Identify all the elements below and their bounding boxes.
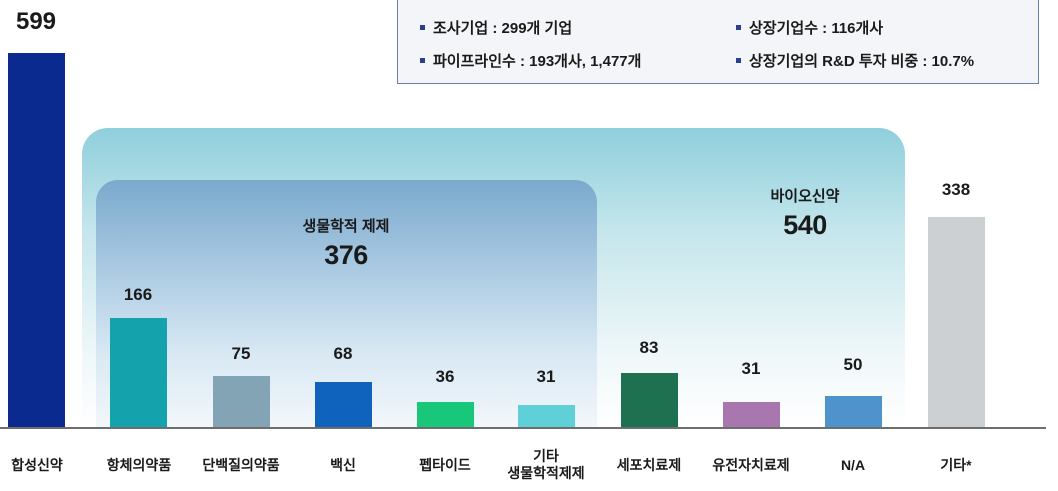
bio-drug-group-name: 바이오신약 bbox=[770, 188, 840, 205]
x-axis-line bbox=[0, 427, 1046, 429]
bar-antibody bbox=[110, 318, 167, 427]
bio-drug-group-label: 바이오신약 540 bbox=[745, 185, 865, 241]
bar-value: 75 bbox=[231, 344, 251, 363]
summary-info-box: 조사기업 : 299개 기업 상장기업수 : 116개사 파이프라인수 : 19… bbox=[397, 0, 1039, 84]
bullet-icon bbox=[420, 57, 425, 63]
biologics-group-name: 생물학적 제제 bbox=[302, 218, 390, 235]
bar-value: 599 bbox=[15, 8, 57, 35]
category-label: 세포치료제 bbox=[616, 457, 682, 473]
category-label: 백신 bbox=[330, 457, 356, 473]
category-label: 기타 생물학적제제 bbox=[507, 448, 585, 481]
category-label: N/A bbox=[840, 457, 866, 473]
info-item-rnd: 상장기업의 R&D 투자 비중 : 10.7% bbox=[736, 50, 974, 71]
bar-vaccine bbox=[315, 382, 372, 427]
category-label: 합성신약 bbox=[11, 457, 63, 473]
biologics-group-label: 생물학적 제제 376 bbox=[276, 215, 416, 271]
category-label: 항체의약품 bbox=[106, 457, 172, 473]
bar-value: 338 bbox=[941, 180, 971, 199]
bar-peptide bbox=[417, 402, 474, 427]
bar-other-biologics bbox=[518, 405, 575, 427]
info-item-listed: 상장기업수 : 116개사 bbox=[736, 17, 883, 38]
bar-value: 36 bbox=[435, 367, 455, 386]
bullet-icon bbox=[736, 57, 741, 63]
category-label: 기타* bbox=[940, 457, 972, 473]
category-label: 단백질의약품 bbox=[202, 457, 280, 473]
bar-value: 50 bbox=[843, 355, 863, 374]
bullet-icon bbox=[420, 24, 425, 30]
bio-drug-group-total: 540 bbox=[783, 210, 827, 240]
bar-other bbox=[928, 217, 985, 427]
bar-na bbox=[825, 396, 882, 427]
bar-value: 68 bbox=[333, 344, 353, 363]
category-label: 펩타이드 bbox=[419, 457, 471, 473]
info-item-surveyed: 조사기업 : 299개 기업 bbox=[420, 17, 572, 38]
bar-synthetic bbox=[8, 53, 65, 427]
biologics-group-total: 376 bbox=[324, 240, 368, 270]
info-item-pipeline: 파이프라인수 : 193개사, 1,477개 bbox=[420, 50, 641, 71]
bar-cell-therapy bbox=[621, 373, 678, 427]
bar-protein bbox=[213, 376, 270, 427]
bar-value: 31 bbox=[741, 359, 761, 378]
bar-gene-therapy bbox=[723, 402, 780, 427]
bar-value: 166 bbox=[123, 285, 153, 304]
bar-value: 83 bbox=[639, 338, 659, 357]
bar-value: 31 bbox=[536, 367, 556, 386]
category-label: 유전자치료제 bbox=[712, 457, 790, 473]
bullet-icon bbox=[736, 24, 741, 30]
